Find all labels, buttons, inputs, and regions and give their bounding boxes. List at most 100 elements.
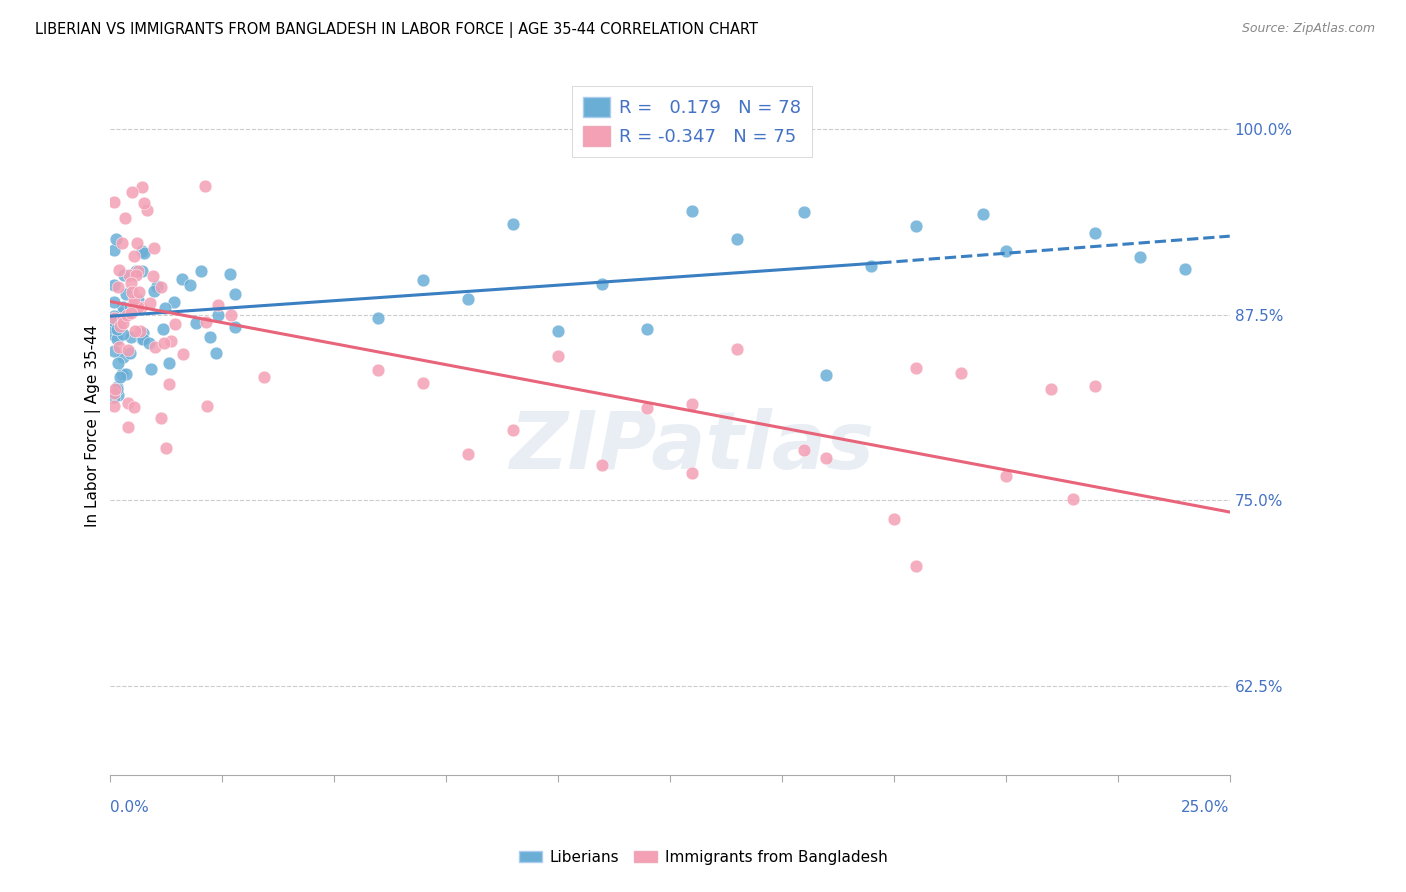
Point — [905, 559, 928, 574]
Point — [170, 272, 193, 286]
Point — [122, 292, 145, 306]
Point — [139, 296, 162, 310]
Point — [994, 244, 1017, 258]
Point — [224, 319, 246, 334]
Point — [367, 363, 389, 377]
Point — [205, 345, 228, 359]
Point — [681, 203, 703, 218]
Point — [412, 272, 434, 286]
Point — [153, 301, 176, 315]
Point — [179, 278, 201, 293]
Point — [103, 390, 125, 404]
Point — [105, 382, 128, 396]
Point — [681, 467, 703, 481]
Point — [103, 194, 125, 209]
Point — [636, 401, 658, 416]
Point — [118, 345, 141, 359]
Point — [725, 342, 748, 356]
Legend: Liberians, Immigrants from Bangladesh: Liberians, Immigrants from Bangladesh — [513, 844, 893, 871]
Point — [815, 368, 838, 383]
Point — [152, 321, 174, 335]
Point — [122, 297, 145, 311]
Point — [124, 401, 146, 415]
Point — [591, 277, 613, 291]
Point — [150, 280, 173, 294]
Point — [108, 263, 131, 277]
Point — [103, 385, 125, 400]
Point — [115, 309, 138, 323]
Point — [142, 268, 165, 283]
Point — [145, 340, 167, 354]
Point — [107, 280, 129, 294]
Point — [457, 447, 479, 461]
Point — [129, 300, 152, 314]
Point — [120, 330, 142, 344]
Point — [194, 179, 217, 194]
Text: LIBERIAN VS IMMIGRANTS FROM BANGLADESH IN LABOR FORCE | AGE 35-44 CORRELATION CH: LIBERIAN VS IMMIGRANTS FROM BANGLADESH I… — [35, 22, 758, 38]
Point — [120, 300, 142, 314]
Point — [103, 321, 125, 335]
Point — [793, 442, 815, 457]
Text: Source: ZipAtlas.com: Source: ZipAtlas.com — [1241, 22, 1375, 36]
Point — [1174, 261, 1197, 276]
Point — [1062, 492, 1084, 507]
Point — [103, 400, 125, 414]
Point — [219, 308, 242, 322]
Point — [883, 512, 905, 526]
Point — [252, 370, 274, 384]
Point — [111, 317, 134, 331]
Point — [131, 326, 153, 341]
Point — [103, 314, 125, 328]
Point — [124, 292, 146, 306]
Point — [128, 285, 150, 299]
Point — [127, 293, 149, 307]
Point — [103, 278, 125, 293]
Point — [1084, 226, 1107, 240]
Point — [125, 294, 148, 309]
Point — [135, 203, 157, 218]
Point — [367, 310, 389, 325]
Point — [190, 264, 212, 278]
Point — [124, 324, 146, 338]
Point — [120, 306, 142, 320]
Point — [118, 268, 141, 282]
Point — [122, 301, 145, 315]
Point — [127, 300, 149, 314]
Point — [905, 219, 928, 234]
Point — [591, 458, 613, 472]
Point — [111, 236, 134, 251]
Point — [793, 204, 815, 219]
Point — [107, 321, 129, 335]
Point — [132, 332, 155, 346]
Point — [224, 287, 246, 301]
Point — [107, 356, 129, 370]
Point — [108, 319, 131, 334]
Point — [547, 324, 569, 338]
Point — [157, 376, 180, 391]
Point — [103, 244, 125, 258]
Text: 25.0%: 25.0% — [1181, 799, 1230, 814]
Point — [111, 367, 134, 381]
Point — [195, 399, 218, 413]
Point — [146, 279, 169, 293]
Point — [104, 382, 127, 396]
Point — [155, 441, 177, 455]
Point — [131, 332, 153, 346]
Point — [122, 249, 145, 263]
Point — [117, 420, 139, 434]
Point — [994, 468, 1017, 483]
Point — [547, 349, 569, 363]
Point — [1084, 379, 1107, 393]
Point — [198, 330, 221, 344]
Legend: R =   0.179   N = 78, R = -0.347   N = 75: R = 0.179 N = 78, R = -0.347 N = 75 — [572, 87, 813, 157]
Point — [103, 295, 125, 310]
Point — [412, 376, 434, 391]
Point — [207, 308, 229, 322]
Point — [125, 268, 148, 282]
Point — [502, 218, 524, 232]
Point — [1129, 250, 1152, 264]
Point — [121, 185, 143, 199]
Point — [207, 298, 229, 312]
Point — [159, 334, 181, 348]
Point — [105, 380, 128, 394]
